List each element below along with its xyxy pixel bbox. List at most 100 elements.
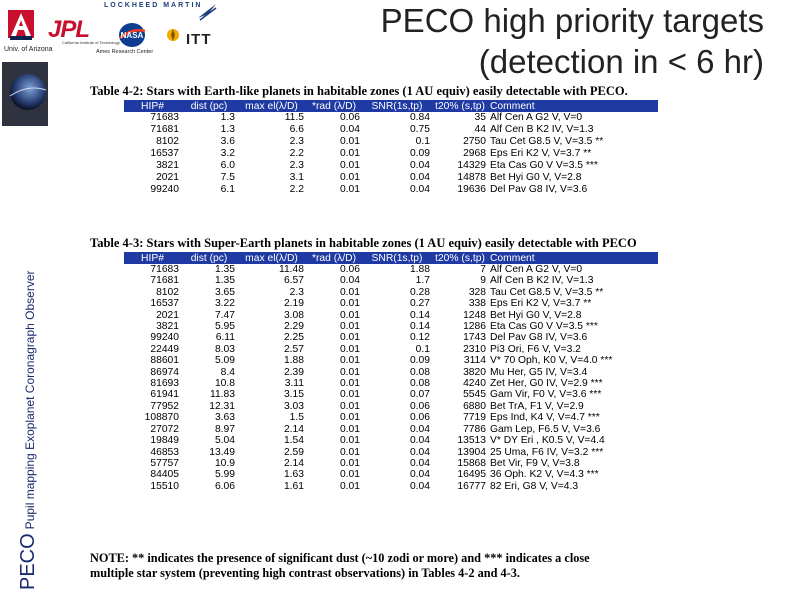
- table2-cell: 86974: [150, 366, 179, 378]
- table2-cell: 0.01: [339, 343, 360, 355]
- table2-cell: 328: [468, 286, 486, 298]
- table2-cell: 16777: [457, 480, 486, 492]
- table1-cell: 8102: [156, 136, 179, 147]
- table1-cell: 11.5: [284, 112, 304, 123]
- table1-cell: 7.5: [220, 172, 235, 183]
- itt-logo: ITT: [186, 31, 212, 48]
- table2-cell: 1.35: [214, 264, 235, 275]
- table2-cell: 25 Uma, F6 IV, V=3.2 ***: [490, 446, 604, 458]
- side-label: PECO Pupil mapping Exoplanet Coronagraph …: [2, 90, 42, 590]
- table2-cell: 1743: [463, 332, 486, 344]
- lockheed-martin-logo: LOCKHEED MARTIN: [104, 2, 203, 9]
- table2-cell: 3.63: [214, 412, 235, 424]
- table2-cell: 2.59: [283, 446, 304, 458]
- table2-cell: 13.49: [209, 446, 235, 458]
- table2-cell: 61941: [150, 389, 179, 401]
- table2-cell: 0.06: [339, 264, 360, 275]
- table1-cell: 2.2: [289, 184, 304, 195]
- table-row: 81693 10.8 3.11 0.01 0.08 4240 Zet Her, G0 IV,…: [124, 378, 658, 389]
- nasa-meatball-icon: NASA: [119, 23, 146, 47]
- table-row: 16537 3.22 2.19 0.01 0.27 338 Eps Eri K2 V, V=…: [124, 298, 658, 309]
- table2-cell: 2.57: [283, 343, 304, 355]
- table2-cell: 0.01: [339, 423, 360, 435]
- table2-cell: 0.01: [339, 286, 360, 298]
- table2-cell: 11.83: [209, 389, 235, 401]
- jpl-subtitle: California Institute of Technology: [62, 40, 120, 45]
- table1-cell: 2.3: [289, 160, 304, 171]
- table2-cell: 0.14: [409, 309, 430, 321]
- table1-cell: 99240: [150, 184, 179, 195]
- table2-cell: 1.7: [415, 275, 430, 287]
- page-title: PECO high priority targets (detection in…: [294, 0, 764, 82]
- table2-cell: Del Pav G8 IV, V=3.6: [490, 332, 588, 344]
- table1-cell: 1.3: [220, 112, 235, 123]
- table2-cell: Zet Her, G0 IV, V=2.9 ***: [490, 378, 603, 390]
- table1-cell: 16537: [150, 148, 179, 159]
- table1-header-cell: SNR(1s,tp): [362, 100, 432, 112]
- table2-cell: 1.88: [283, 355, 304, 367]
- table1-header-cell: t20% (s,tp): [432, 100, 488, 112]
- table2-cell: 0.01: [339, 412, 360, 424]
- table-row: 88601 5.09 1.88 0.01 0.09 3114 V* 70 Oph, K0 V…: [124, 355, 658, 366]
- table1-body: 71683 1.3 11.5 0.06 0.84 35 Alf Cen A G2 V, V=…: [124, 112, 658, 196]
- table2-cell: 1.54: [283, 435, 304, 447]
- table-row: 71683 1.35 11.48 0.06 1.88 7 Alf Cen A G2 V, V…: [124, 264, 658, 275]
- table2-cell: Tau Cet G8.5 V, V=3.5 **: [490, 286, 604, 298]
- table1-cell: 2968: [463, 148, 486, 159]
- table1-cell: 3.2: [220, 148, 235, 159]
- table2-cell: 0.01: [339, 298, 360, 310]
- table2-cell: 2021: [156, 309, 179, 321]
- table1-cell: 0.01: [339, 172, 360, 183]
- table2-cell: Gam Lep, F6.5 V, V=3.6: [490, 423, 601, 435]
- table2-cell: 1.88: [409, 264, 430, 275]
- table2-cell: 0.04: [409, 469, 430, 481]
- table1-cell: 71683: [150, 112, 179, 123]
- table1-header-row: HIP# dist (pc) max el(λ/D) *rad (λ/D) SNR(1s…: [124, 100, 658, 112]
- table2-cell: 6.11: [215, 332, 235, 344]
- table2-cell: 0.01: [339, 435, 360, 447]
- table2-cell: Gam Vir, F0 V, V=3.6 ***: [490, 389, 602, 401]
- table1-cell: Alf Cen B K2 IV, V=1.3: [490, 124, 594, 135]
- table2-cell: 7.47: [214, 309, 235, 321]
- table2-cell: 2.39: [283, 366, 304, 378]
- table2-cell: 0.01: [339, 355, 360, 367]
- table1-header-cell: Comment: [488, 100, 658, 112]
- table2-cell: 0.28: [409, 286, 430, 298]
- table-row: 84405 5.99 1.63 0.01 0.04 16495 36 Oph. K2 V, …: [124, 469, 658, 480]
- svg-text:NASA: NASA: [121, 31, 144, 40]
- table2-cell: 0.07: [409, 389, 430, 401]
- university-of-arizona-text: Univ. of Arizona: [4, 46, 53, 53]
- table2-cell: 2.14: [283, 457, 304, 469]
- table2-cell: 0.01: [339, 446, 360, 458]
- table1-cell: Bet Hyi G0 V, V=2.8: [490, 172, 582, 183]
- table2-cell: 13513: [457, 435, 486, 447]
- table-row: 22449 8.03 2.57 0.01 0.1 2310 Pi3 Ori, F6 V, V…: [124, 344, 658, 355]
- table2-cell: 0.01: [339, 457, 360, 469]
- table-row: 99240 6.1 2.2 0.01 0.04 19636 Del Pav G8 IV, V…: [124, 184, 658, 196]
- table2-cell: 6.57: [283, 275, 304, 287]
- table2-caption: Table 4-3: Stars with Super-Earth planet…: [90, 236, 637, 250]
- table2-cell: 82 Eri, G8 V, V=4.3: [490, 480, 579, 492]
- itt-mark-icon: [167, 29, 179, 41]
- table1-header-cell: *rad (λ/D): [306, 100, 362, 112]
- table2-cell: 11.48: [278, 264, 304, 275]
- table2-cell: 3.03: [283, 400, 304, 412]
- table2-cell: 16537: [150, 298, 179, 310]
- table-row: 2021 7.47 3.08 0.01 0.14 1248 Bet Hyi G0 V, V=…: [124, 310, 658, 321]
- table-row: 46853 13.49 2.59 0.01 0.04 13904 25 Uma, F6 IV…: [124, 447, 658, 458]
- table2-cell: 3.22: [214, 298, 235, 310]
- table-row: 19849 5.04 1.54 0.01 0.04 13513 V* DY Eri , K0…: [124, 435, 658, 446]
- table1-cell: 2.2: [289, 148, 304, 159]
- table1-cell: 0.04: [409, 160, 430, 171]
- ames-research-center-text: Ames Research Center: [96, 49, 154, 55]
- table2-cell: 46853: [150, 446, 179, 458]
- table2-cell: 0.01: [339, 400, 360, 412]
- table2-cell: 7: [480, 264, 486, 275]
- table2-cell: 0.01: [339, 321, 360, 333]
- title-line-1: PECO high priority targets: [380, 2, 764, 39]
- table2-cell: 338: [468, 298, 486, 310]
- table2-cell: 10.8: [214, 378, 235, 390]
- table2-cell: 3.08: [283, 309, 304, 321]
- table2-cell: 0.27: [409, 298, 430, 310]
- university-of-arizona-logo: [8, 10, 34, 40]
